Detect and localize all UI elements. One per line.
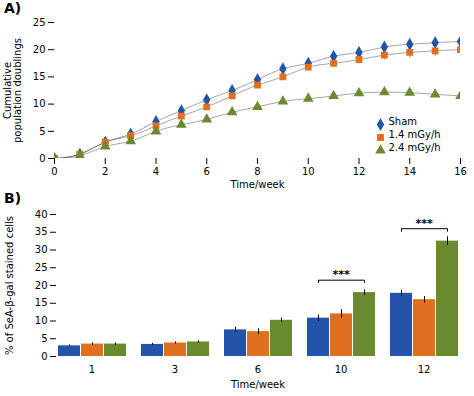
svg-text:12: 12	[353, 166, 366, 177]
svg-text:30: 30	[35, 244, 48, 255]
svg-text:Time/week: Time/week	[230, 379, 285, 390]
svg-text:10: 10	[35, 315, 48, 326]
svg-text:20: 20	[33, 44, 46, 55]
svg-text:% of SeA-β-gal stained cells: % of SeA-β-gal stained cells	[4, 216, 15, 355]
svg-text:20: 20	[35, 280, 48, 291]
svg-text:5: 5	[41, 333, 47, 344]
svg-text:15: 15	[33, 71, 46, 82]
svg-text:4: 4	[153, 166, 159, 177]
svg-text:40: 40	[35, 209, 48, 220]
svg-text:1.4 mGy/h: 1.4 mGy/h	[389, 129, 441, 140]
svg-text:0: 0	[39, 153, 45, 164]
svg-text:2: 2	[102, 166, 108, 177]
svg-text:2.4 mGy/h: 2.4 mGy/h	[389, 142, 441, 153]
html-text:B): B)	[4, 190, 22, 206]
svg-text:25: 25	[35, 262, 48, 273]
svg-text:16: 16	[454, 166, 467, 177]
svg-text:10: 10	[33, 98, 46, 109]
svg-text:35: 35	[35, 226, 48, 237]
svg-text:12: 12	[418, 364, 431, 375]
svg-text:0: 0	[51, 166, 57, 177]
svg-text:***: ***	[332, 268, 350, 281]
svg-text:Sham: Sham	[389, 116, 418, 127]
svg-text:15: 15	[35, 297, 48, 308]
svg-text:***: ***	[415, 217, 433, 230]
svg-text:Cumulativepopulation doublings: Cumulativepopulation doublings	[2, 38, 23, 143]
svg-text:0: 0	[41, 351, 47, 362]
html-text:A): A)	[4, 0, 22, 16]
svg-text:3: 3	[172, 364, 178, 375]
svg-text:6: 6	[255, 364, 261, 375]
svg-text:1: 1	[89, 364, 95, 375]
svg-text:8: 8	[254, 166, 260, 177]
svg-text:25: 25	[33, 17, 46, 28]
svg-text:6: 6	[204, 166, 210, 177]
svg-text:14: 14	[403, 166, 416, 177]
svg-text:5: 5	[39, 126, 45, 137]
svg-text:Time/week: Time/week	[229, 179, 284, 190]
svg-text:10: 10	[335, 364, 348, 375]
svg-text:10: 10	[302, 166, 315, 177]
